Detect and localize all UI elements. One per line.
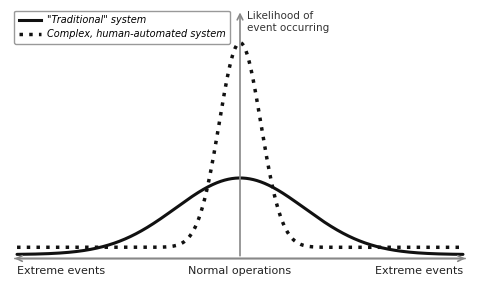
- Text: Normal operations: Normal operations: [189, 266, 291, 276]
- Text: Extreme events: Extreme events: [17, 266, 105, 276]
- Text: Extreme events: Extreme events: [375, 266, 463, 276]
- Legend: "Traditional" system, Complex, human-automated system: "Traditional" system, Complex, human-aut…: [14, 11, 230, 44]
- Text: Likelihood of
event occurring: Likelihood of event occurring: [247, 11, 330, 33]
